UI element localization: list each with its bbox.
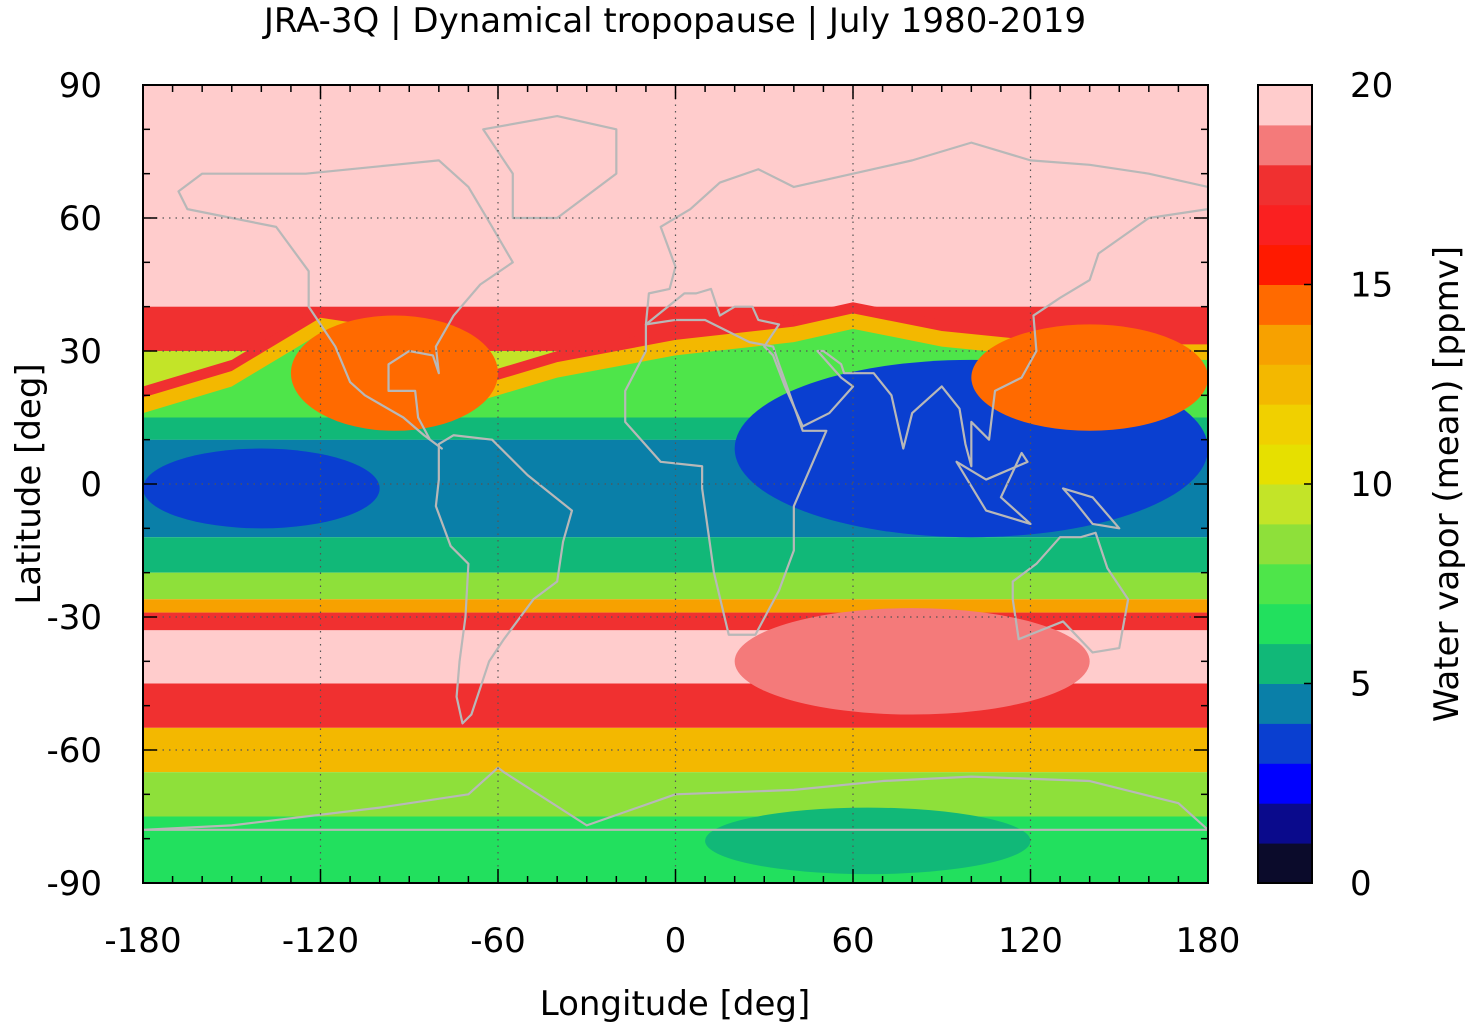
colorbar-segment: [1258, 244, 1312, 285]
field-feature: [971, 324, 1208, 431]
colorbar-segment: [1258, 164, 1312, 206]
colorbar-segment: [1258, 763, 1312, 804]
colorbar-segment: [1258, 843, 1312, 884]
y-tick-label: -30: [46, 598, 102, 638]
colorbar-segment: [1258, 803, 1312, 844]
colorbar-label: Water vapor (mean) [ppmv]: [1427, 246, 1467, 722]
x-tick-label: 60: [831, 921, 874, 961]
axes: -180 -120 -60 0 60 120 180 90 60 30 0 -30 -60 -90: [46, 66, 1240, 961]
colorbar-segment: [1258, 284, 1312, 325]
y-axis-label: Latitude [deg]: [9, 363, 49, 604]
data-field: [143, 85, 1208, 883]
colorbar-tick-label: 5: [1350, 665, 1372, 705]
coastline: [955, 451, 1032, 525]
colorbar-segment: [1258, 563, 1312, 605]
x-tick-label: -120: [282, 921, 359, 961]
colorbar-segment: [1258, 603, 1312, 645]
colorbar-tick-label: 20: [1350, 66, 1393, 106]
colorbar: 0 5 10 15 20: [1257, 66, 1393, 904]
y-tick-label: 30: [59, 332, 102, 372]
y-tick-label: 90: [59, 66, 102, 106]
y-tick-label: 60: [59, 199, 102, 239]
coastline: [177, 159, 514, 450]
x-tick-label: 0: [665, 921, 687, 961]
x-tick-label: 180: [1176, 921, 1241, 961]
colorbar-segment: [1258, 204, 1312, 246]
colorbar-segment: [1258, 683, 1312, 724]
field-feature: [705, 807, 1031, 875]
field-feature: [734, 608, 1090, 715]
coastline: [644, 141, 1208, 468]
y-tick-label: -90: [46, 864, 102, 904]
colorbar-tick-label: 15: [1350, 266, 1393, 306]
zonal-band: [143, 727, 1208, 773]
colorbar-segment: [1258, 85, 1312, 126]
colorbar-segment: [1258, 444, 1312, 485]
colorbar-tick-label: 0: [1350, 864, 1372, 904]
y-tick-label: 0: [80, 465, 102, 505]
field-feature: [143, 448, 380, 529]
coastline: [434, 434, 574, 725]
coastline: [482, 114, 618, 220]
coastline: [1061, 487, 1121, 530]
colorbar-segment: [1258, 124, 1312, 166]
coastline: [1011, 531, 1130, 654]
chart-title: JRA-3Q | Dynamical tropopause | July 198…: [262, 1, 1086, 41]
x-tick-label: -60: [470, 921, 526, 961]
x-axis-label: Longitude [deg]: [540, 984, 811, 1024]
x-tick-label: 120: [998, 921, 1063, 961]
colorbar-segment: [1258, 643, 1312, 684]
colorbar-segment: [1258, 324, 1312, 365]
coastline: [624, 318, 828, 636]
y-tick-label: -60: [46, 731, 102, 771]
colorbar-segment: [1258, 404, 1312, 445]
colorbar-segment: [1258, 484, 1312, 525]
field-feature: [290, 315, 498, 431]
colorbar-segment: [1258, 723, 1312, 764]
colorbar-segment: [1258, 523, 1312, 565]
x-tick-label: -180: [104, 921, 181, 961]
colorbar-segment: [1258, 364, 1312, 405]
colorbar-tick-label: 10: [1350, 465, 1393, 505]
